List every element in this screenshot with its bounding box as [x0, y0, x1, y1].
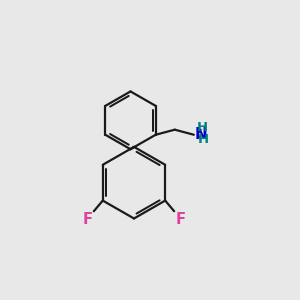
- Text: H: H: [198, 133, 209, 146]
- Text: H: H: [197, 121, 208, 134]
- Text: F: F: [175, 212, 185, 227]
- Text: F: F: [82, 212, 93, 227]
- Text: N: N: [195, 127, 208, 142]
